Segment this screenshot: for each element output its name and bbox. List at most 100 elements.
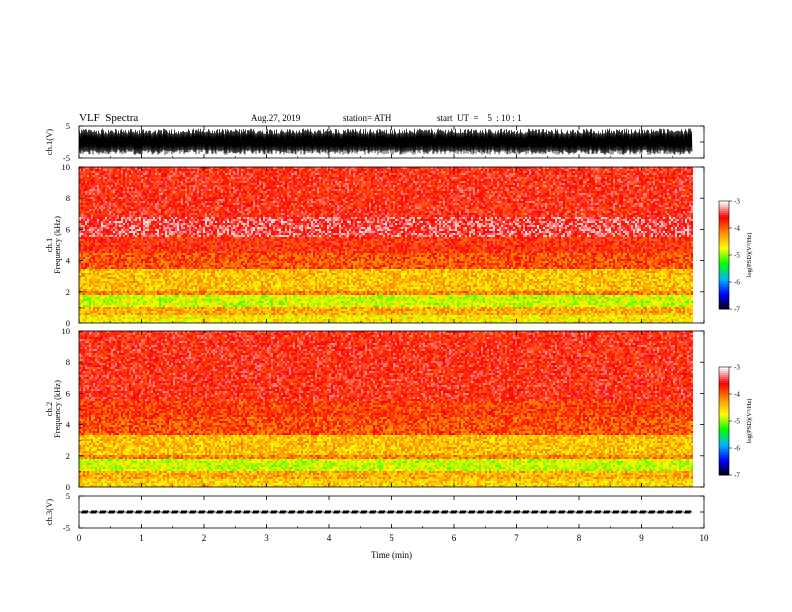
psd-cell [347, 171, 349, 173]
psd-cell [689, 179, 691, 181]
psd-cell [243, 179, 245, 181]
psd-cell [523, 175, 525, 177]
psd-cell [585, 171, 587, 173]
psd-cell [157, 179, 159, 181]
psd-cell [143, 173, 145, 175]
psd-cell [253, 173, 255, 175]
psd-cell [179, 181, 181, 183]
psd-cell [251, 171, 253, 173]
psd-cell [547, 171, 549, 173]
psd-cell [113, 175, 115, 177]
psd-cell [245, 181, 247, 183]
psd-cell [305, 171, 307, 173]
psd-cell [237, 173, 239, 175]
psd-cell [481, 177, 483, 179]
psd-cell [629, 169, 631, 171]
psd-cell [287, 171, 289, 173]
psd-cell [357, 177, 359, 179]
psd-cell [377, 179, 379, 181]
psd-cell [373, 171, 375, 173]
psd-cell [335, 173, 337, 175]
psd-cell [271, 169, 273, 171]
psd-cell [423, 175, 425, 177]
psd-cell [441, 177, 443, 179]
psd-cell [165, 171, 167, 173]
psd-cell [319, 179, 321, 181]
psd-cell [187, 171, 189, 173]
psd-cell [527, 171, 529, 173]
psd-cell [333, 169, 335, 171]
psd-cell [473, 171, 475, 173]
psd-cell [445, 169, 447, 171]
psd-cell [633, 169, 635, 171]
psd-cell [197, 173, 199, 175]
psd-cell [285, 177, 287, 179]
psd-cell [483, 177, 485, 179]
psd-cell [327, 175, 329, 177]
psd-cell [147, 171, 149, 173]
psd-cell [167, 179, 169, 181]
psd-cell [591, 169, 593, 171]
psd-cell [325, 171, 327, 173]
psd-cell [487, 169, 489, 171]
psd-cell [341, 175, 343, 177]
psd-cell [491, 173, 493, 175]
psd-cell [385, 177, 387, 179]
psd-cell [325, 177, 327, 179]
psd-cell [427, 179, 429, 181]
psd-cell [207, 179, 209, 181]
psd-cell [339, 175, 341, 177]
psd-cell [433, 173, 435, 175]
psd-cell [267, 173, 269, 175]
psd-cell [599, 169, 601, 171]
psd-cell [101, 175, 103, 177]
psd-cell [81, 173, 83, 175]
psd-cell [493, 171, 495, 173]
psd-cell [553, 171, 555, 173]
psd-cell [467, 175, 469, 177]
psd-cell [245, 169, 247, 171]
psd-cell [97, 169, 99, 171]
psd-cell [525, 169, 527, 171]
psd-cell [465, 173, 467, 175]
psd-cell [99, 175, 101, 177]
psd-cell [215, 173, 217, 175]
psd-cell [111, 179, 113, 181]
psd-cell [415, 171, 417, 173]
psd-cell [661, 173, 663, 175]
psd-cell [277, 169, 279, 171]
psd-cell [133, 179, 135, 181]
psd-cell [609, 175, 611, 177]
psd-cell [133, 177, 135, 179]
psd-cell [199, 181, 201, 183]
psd-cell [503, 173, 505, 175]
psd-cell [81, 181, 83, 183]
psd-cell [461, 171, 463, 173]
psd-cell [457, 179, 459, 181]
psd-cell [653, 171, 655, 173]
psd-cell [679, 177, 681, 179]
psd-cell [257, 179, 259, 181]
psd-cell [445, 179, 447, 181]
psd-cell [169, 171, 171, 173]
psd-cell [163, 175, 165, 177]
psd-cell [617, 179, 619, 181]
psd-cell [467, 177, 469, 179]
psd-cell [383, 169, 385, 171]
psd-cell [559, 177, 561, 179]
psd-cell [475, 173, 477, 175]
psd-cell [263, 169, 265, 171]
psd-cell [617, 173, 619, 175]
psd-cell [93, 181, 95, 183]
psd-cell [211, 177, 213, 179]
psd-cell [161, 171, 163, 173]
psd-cell [263, 181, 265, 183]
psd-cell [299, 173, 301, 175]
psd-cell [219, 171, 221, 173]
psd-cell [209, 179, 211, 181]
psd-cell [369, 177, 371, 179]
psd-cell [443, 173, 445, 175]
psd-cell [215, 171, 217, 173]
psd-cell [433, 175, 435, 177]
psd-cell [529, 179, 531, 181]
